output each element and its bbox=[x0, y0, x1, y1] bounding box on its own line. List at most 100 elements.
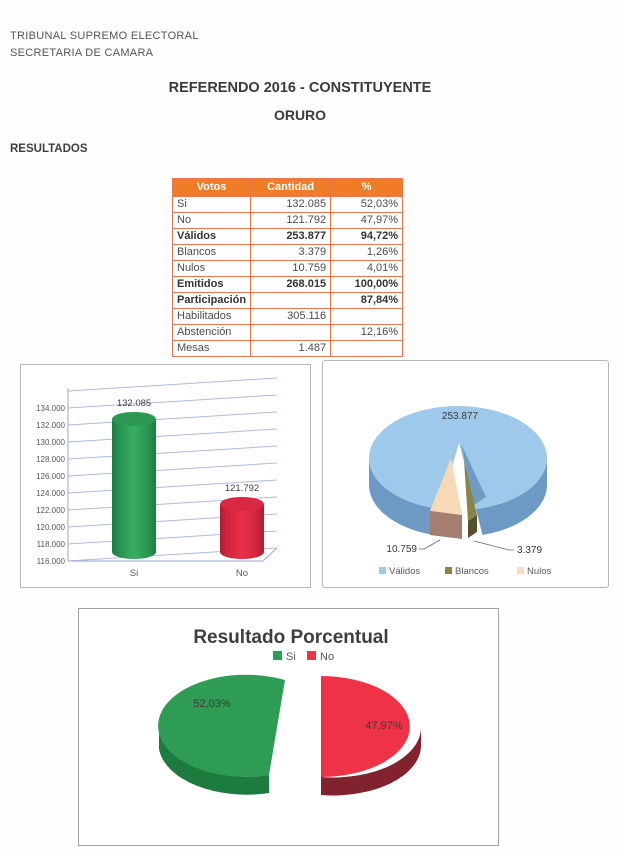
table-header-row: Votos Cantidad % bbox=[171, 178, 404, 197]
chart-title: Resultado Porcentual bbox=[193, 627, 388, 648]
legend-swatch-no bbox=[307, 651, 316, 660]
cell-pct: 52,03% bbox=[330, 196, 404, 213]
cell-label: No bbox=[171, 212, 252, 229]
no-percent-label: 47,97% bbox=[365, 720, 403, 732]
axes bbox=[67, 388, 278, 562]
y-tick: 122.000 bbox=[36, 506, 65, 515]
legend-label-blancos: Blancos bbox=[455, 566, 489, 577]
results-table: Votos Cantidad % Si 132.085 52,03% No 12… bbox=[171, 178, 404, 357]
pie-porcentual-legend: Si No bbox=[273, 651, 334, 663]
cell-label: Si bbox=[171, 196, 252, 213]
cell-label: Habilitados bbox=[171, 308, 252, 325]
pie-validos-box: 253.877 10.759 3.379 Válidos Blancos Nul… bbox=[322, 360, 609, 588]
no-slice bbox=[321, 676, 421, 796]
table-row: Participación 87,84% bbox=[171, 292, 404, 309]
header-pct: % bbox=[330, 178, 404, 197]
cell-pct: 1,26% bbox=[330, 244, 404, 261]
cell-pct bbox=[330, 340, 404, 357]
y-tick: 120.000 bbox=[36, 523, 65, 532]
cell-cantidad: 253.877 bbox=[250, 228, 332, 245]
cell-label: Abstención bbox=[171, 324, 252, 341]
no-value-label: 121.792 bbox=[225, 483, 259, 494]
cell-label: Nulos bbox=[171, 260, 252, 277]
cell-pct: 12,16% bbox=[330, 324, 404, 341]
results-table-header: Votos Cantidad % bbox=[171, 178, 404, 197]
table-row: Habilitados 305.116 bbox=[171, 308, 404, 325]
header-votos: Votos bbox=[171, 178, 252, 197]
si-category-label: Si bbox=[130, 568, 138, 579]
page-title: REFERENDO 2016 - CONSTITUYENTE bbox=[168, 80, 432, 96]
section-label-resultados: RESULTADOS bbox=[10, 143, 88, 155]
bar-chart-box: 116.000 118.000 120.000 122.000 124.000 … bbox=[20, 364, 311, 588]
y-axis-tick-labels: 116.000 118.000 120.000 122.000 124.000 … bbox=[36, 404, 65, 566]
no-category-label: No bbox=[236, 568, 248, 579]
pie-chart-porcentual: Resultado Porcentual Si No 52,03% 47,97% bbox=[158, 627, 421, 796]
legend-swatch-nulos bbox=[517, 567, 524, 574]
page-subtitle: ORURO bbox=[273, 107, 327, 123]
cell-label: Participación bbox=[171, 292, 252, 309]
table-row: Válidos 253.877 94,72% bbox=[171, 228, 404, 245]
org-name: TRIBUNAL SUPREMO ELECTORAL bbox=[10, 30, 199, 42]
cell-cantidad: 1.487 bbox=[250, 340, 332, 357]
blancos-slice bbox=[464, 460, 477, 538]
y-tick: 130.000 bbox=[36, 438, 65, 447]
y-tick: 128.000 bbox=[36, 455, 65, 464]
pie-validos-legend: Válidos Blancos Nulos bbox=[379, 566, 552, 577]
table-row: Abstención 12,16% bbox=[171, 324, 404, 341]
legend-swatch-validos bbox=[379, 567, 386, 574]
leader-lines bbox=[419, 539, 514, 551]
cell-label: Mesas bbox=[171, 340, 252, 357]
cell-cantidad: 132.085 bbox=[250, 196, 332, 213]
cell-label: Válidos bbox=[171, 228, 252, 245]
table-row: No 121.792 47,97% bbox=[171, 212, 404, 229]
nulos-value-label: 10.759 bbox=[386, 544, 417, 555]
legend-label-validos: Válidos bbox=[389, 566, 420, 577]
cell-cantidad: 3.379 bbox=[250, 244, 332, 261]
results-table-body: Si 132.085 52,03% No 121.792 47,97% Váli… bbox=[171, 196, 404, 357]
y-tick: 134.000 bbox=[36, 404, 65, 413]
cell-cantidad: 305.116 bbox=[250, 308, 332, 325]
cell-label: Emitidos bbox=[171, 276, 252, 293]
cell-label: Blancos bbox=[171, 244, 252, 261]
legend-swatch-blancos bbox=[445, 567, 452, 574]
cell-pct: 87,84% bbox=[330, 292, 404, 309]
cell-cantidad bbox=[250, 292, 332, 309]
y-tick: 118.000 bbox=[37, 540, 66, 549]
cell-pct: 100,00% bbox=[330, 276, 404, 293]
legend-swatch-si bbox=[273, 651, 282, 660]
si-percent-label: 52,03% bbox=[193, 698, 231, 710]
table-row: Emitidos 268.015 100,00% bbox=[171, 276, 404, 293]
table-row: Si 132.085 52,03% bbox=[171, 196, 404, 213]
no-cylinder bbox=[220, 497, 264, 559]
y-tick: 116.000 bbox=[37, 557, 66, 566]
si-cylinder bbox=[112, 412, 156, 559]
blancos-value-label: 3.379 bbox=[517, 545, 542, 556]
bar-chart-si-no: 116.000 118.000 120.000 122.000 124.000 … bbox=[36, 377, 278, 579]
table-row: Nulos 10.759 4,01% bbox=[171, 260, 404, 277]
y-tick: 124.000 bbox=[36, 489, 65, 498]
header-cantidad: Cantidad bbox=[250, 178, 332, 197]
cell-cantidad: 10.759 bbox=[250, 260, 332, 277]
table-row: Blancos 3.379 1,26% bbox=[171, 244, 404, 261]
cell-cantidad: 268.015 bbox=[250, 276, 332, 293]
pie-chart-validos: 253.877 10.759 3.379 Válidos Blancos Nul… bbox=[369, 406, 552, 577]
org-department: SECRETARIA DE CAMARA bbox=[10, 47, 154, 59]
cell-pct bbox=[330, 308, 404, 325]
validos-value-label: 253.877 bbox=[442, 411, 479, 422]
cell-pct: 94,72% bbox=[330, 228, 404, 245]
si-slice bbox=[158, 674, 285, 795]
pie-porcentual-box: Resultado Porcentual Si No 52,03% 47,97% bbox=[78, 608, 499, 846]
cell-pct: 4,01% bbox=[330, 260, 404, 277]
nulos-slice bbox=[430, 458, 462, 539]
table-row: Mesas 1.487 bbox=[171, 340, 404, 357]
legend-label-no: No bbox=[320, 651, 334, 663]
legend-label-si: Si bbox=[286, 651, 296, 663]
cell-pct: 47,97% bbox=[330, 212, 404, 229]
si-value-label: 132.085 bbox=[117, 398, 151, 409]
validos-cut-face-right bbox=[461, 444, 486, 505]
cell-cantidad: 121.792 bbox=[250, 212, 332, 229]
legend-label-nulos: Nulos bbox=[527, 566, 552, 577]
y-tick: 126.000 bbox=[36, 472, 65, 481]
y-tick: 132.000 bbox=[36, 421, 65, 430]
